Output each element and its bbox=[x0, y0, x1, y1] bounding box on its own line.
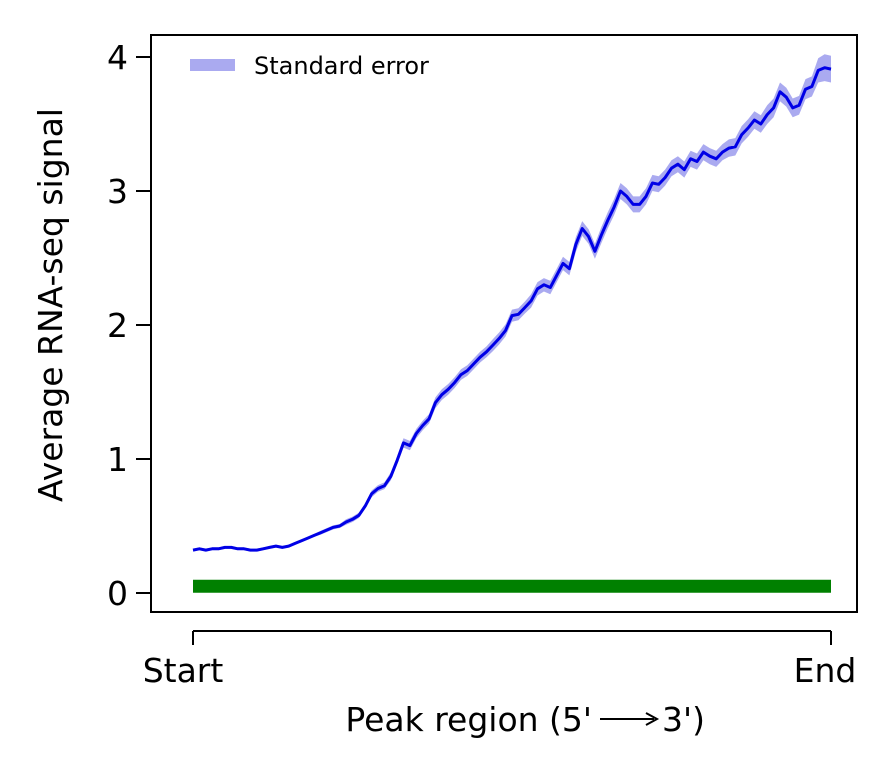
y-tick-label: 4 bbox=[107, 38, 128, 77]
standard-error-band-layer bbox=[193, 54, 831, 552]
y-axis-label: Average RNA-seq signal bbox=[31, 108, 70, 502]
mean-line-layer bbox=[192, 66, 832, 552]
x-axis-label-arrow-head bbox=[645, 712, 660, 726]
y-tick-label: 2 bbox=[107, 306, 128, 345]
x-axis: Start End bbox=[143, 630, 857, 690]
legend-swatch-standard-error bbox=[190, 59, 235, 71]
x-axis-label: Peak region (5' 3') bbox=[345, 700, 705, 739]
mean-signal-line bbox=[192, 66, 832, 552]
x-axis-label-start: Peak region (5' bbox=[345, 700, 592, 739]
y-tick-label: 0 bbox=[107, 574, 128, 613]
standard-error-band bbox=[193, 54, 831, 552]
y-axis: 0 1 2 3 4 bbox=[107, 38, 152, 613]
y-tick-label: 3 bbox=[107, 172, 128, 211]
x-axis-label-end: 3') bbox=[662, 700, 705, 739]
x-tick-label: Start bbox=[143, 651, 224, 690]
x-tick-label: End bbox=[794, 651, 857, 690]
y-tick-label: 1 bbox=[107, 440, 128, 479]
legend-label-standard-error: Standard error bbox=[254, 52, 429, 80]
legend: Standard error bbox=[190, 52, 429, 80]
